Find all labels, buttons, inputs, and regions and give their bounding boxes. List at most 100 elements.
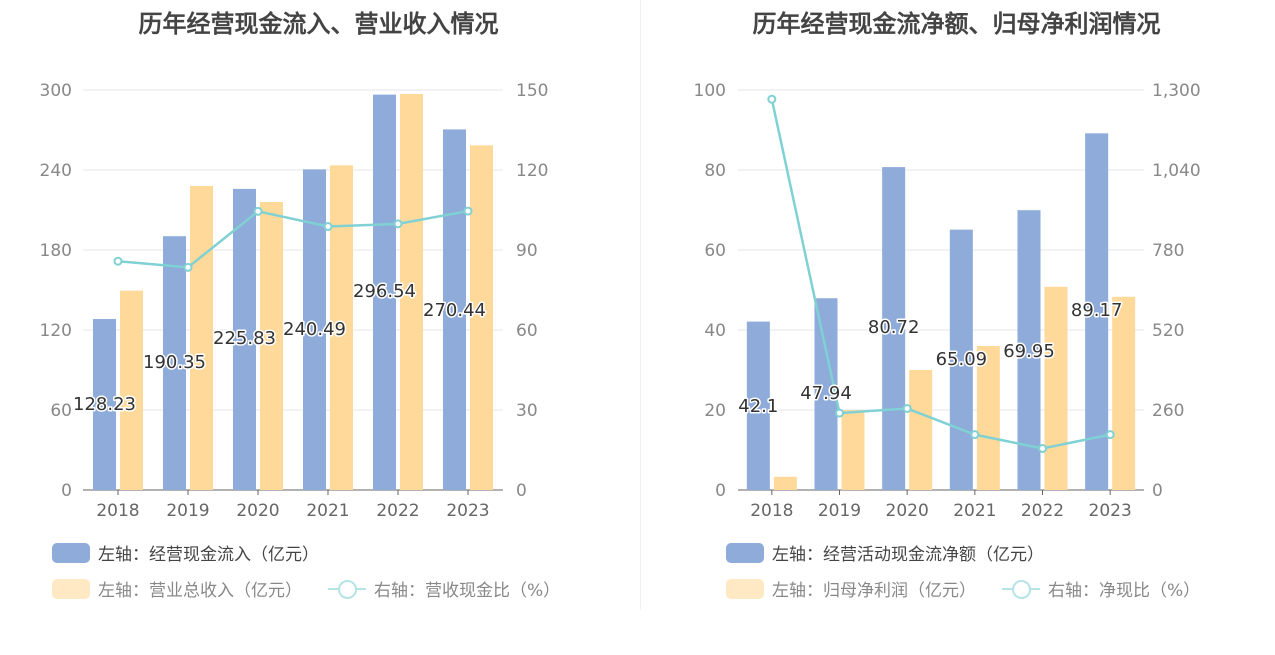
legend-item[interactable]: 左轴：营业总收入（亿元） [52,576,302,601]
bar [190,186,213,490]
y-left-tick-label: 100 [694,81,726,101]
legend-label: 右轴：营收现金比（%） [374,581,561,601]
legend-label: 左轴：经营现金流入（亿元） [98,545,319,565]
line-point [463,206,473,216]
bar [1085,133,1109,490]
x-tick-label: 2018 [96,501,139,521]
bar [773,476,797,490]
x-tick-label: 2021 [306,501,349,521]
bar [1044,286,1068,490]
bar [373,94,396,490]
legend-row-2: 左轴：营业总收入（亿元） 右轴：营收现金比（%） [52,576,586,601]
bar [1112,296,1136,490]
bar [949,229,973,490]
bar [120,290,143,490]
legend-swatch [726,542,764,563]
y-right-tick-label: 1,040 [1152,161,1201,181]
y-right-tick-label: 520 [1152,321,1184,341]
y-right-tick-label: 260 [1152,401,1184,421]
legend-item[interactable]: 左轴：经营活动现金流净额（亿元） [726,540,1044,565]
legend-label: 左轴：归母净利润（亿元） [772,581,976,601]
bar [976,346,1000,490]
line-point [253,206,263,216]
chart-plot-cash-inflow: 0 0 60 30 120 60 180 90 240 120 300 150 2018 2019 2020… [40,81,549,521]
line-point [970,430,980,440]
chart-panel-cash-inflow: 历年经营现金流入、营业收入情况 0 0 60 30 120 60 180 90 240 120 30… [0,0,637,655]
bar [746,321,770,490]
line-point [1105,430,1115,440]
bar [93,319,116,490]
y-left-tick-label: 0 [61,481,72,501]
y-right-tick-label: 0 [516,481,527,501]
bar [400,94,423,490]
x-tick-label: 2019 [166,501,209,521]
line-point [393,219,403,229]
line-point [767,94,777,104]
legend-item[interactable]: 右轴：营收现金比（%） [328,576,560,601]
series-line [770,98,1111,450]
legend-label: 右轴：净现比（%） [1048,581,1201,601]
line-point [1038,443,1047,453]
legend-row-1: 左轴：经营活动现金流净额（亿元） [726,540,1070,565]
y-right-tick-label: 60 [516,321,538,341]
bar [233,188,256,491]
line-point [835,408,844,418]
bar [330,165,353,491]
bar [260,202,283,490]
y-left-tick-label: 20 [704,401,726,421]
x-tick-label: 2023 [446,501,489,521]
bar [303,169,326,490]
x-tick-label: 2020 [886,501,929,521]
series-line [117,209,469,269]
legend-label: 左轴：经营活动现金流净额（亿元） [772,545,1044,565]
data-label: 80.72 [868,317,920,338]
data-label: 225.83 [213,328,276,349]
y-right-tick-label: 90 [516,241,538,261]
bar [470,145,493,491]
chart-title: 历年经营现金流入、营业收入情况 [138,10,499,38]
data-label: 128.23 [73,394,136,415]
y-left-tick-label: 60 [704,241,726,261]
bar [909,370,933,490]
x-tick-label: 2019 [818,501,861,521]
legend-swatch [52,578,90,599]
x-tick-label: 2022 [1021,501,1064,521]
y-left-tick-label: 180 [40,241,72,261]
legend-swatch [726,578,764,599]
x-tick-label: 2022 [376,501,419,521]
y-right-tick-label: 120 [516,161,548,181]
legend-row-2: 左轴：归母净利润（亿元） 右轴：净现比（%） [726,576,1226,601]
y-left-tick-label: 120 [40,321,72,341]
chart-plot-net-cash: 0 0 20 260 40 520 60 780 80 1,040 100 1,300 2018 2019… [694,81,1201,521]
y-left-tick-label: 80 [704,161,726,181]
legend-item[interactable]: 左轴：经营现金流入（亿元） [52,540,319,565]
legend-item[interactable]: 左轴：归母净利润（亿元） [726,576,976,601]
y-right-tick-label: 30 [516,401,538,421]
y-right-tick-label: 1,300 [1152,81,1201,101]
data-label: 42.1 [738,396,778,417]
chart-title: 历年经营现金流净额、归母净利润情况 [752,10,1161,38]
chart-panel-net-cash: 历年经营现金流净额、归母净利润情况 0 0 20 260 40 520 60 780 80 1,0… [638,0,1275,655]
y-right-tick-label: 780 [1152,241,1184,261]
panel-divider [640,0,641,610]
x-tick-label: 2020 [236,501,279,521]
legend-line-swatch [328,579,366,599]
y-left-tick-label: 240 [40,161,72,181]
x-tick-label: 2023 [1089,501,1132,521]
legend-row-1: 左轴：经营现金流入（亿元） [52,540,345,565]
legend-line-swatch [1002,579,1040,599]
y-left-tick-label: 300 [40,81,72,101]
bar [814,298,838,490]
data-label: 69.95 [1003,341,1055,362]
data-label: 89.17 [1071,300,1123,321]
data-label: 270.44 [423,300,486,321]
bar [1017,210,1041,490]
y-right-tick-label: 0 [1152,481,1163,501]
data-label: 65.09 [936,349,988,370]
legend-label: 左轴：营业总收入（亿元） [98,581,302,601]
legend-item[interactable]: 右轴：净现比（%） [1002,576,1200,601]
data-label: 240.49 [283,319,346,340]
legend-swatch [52,542,90,563]
data-label: 190.35 [143,352,206,373]
y-left-tick-label: 40 [704,321,726,341]
